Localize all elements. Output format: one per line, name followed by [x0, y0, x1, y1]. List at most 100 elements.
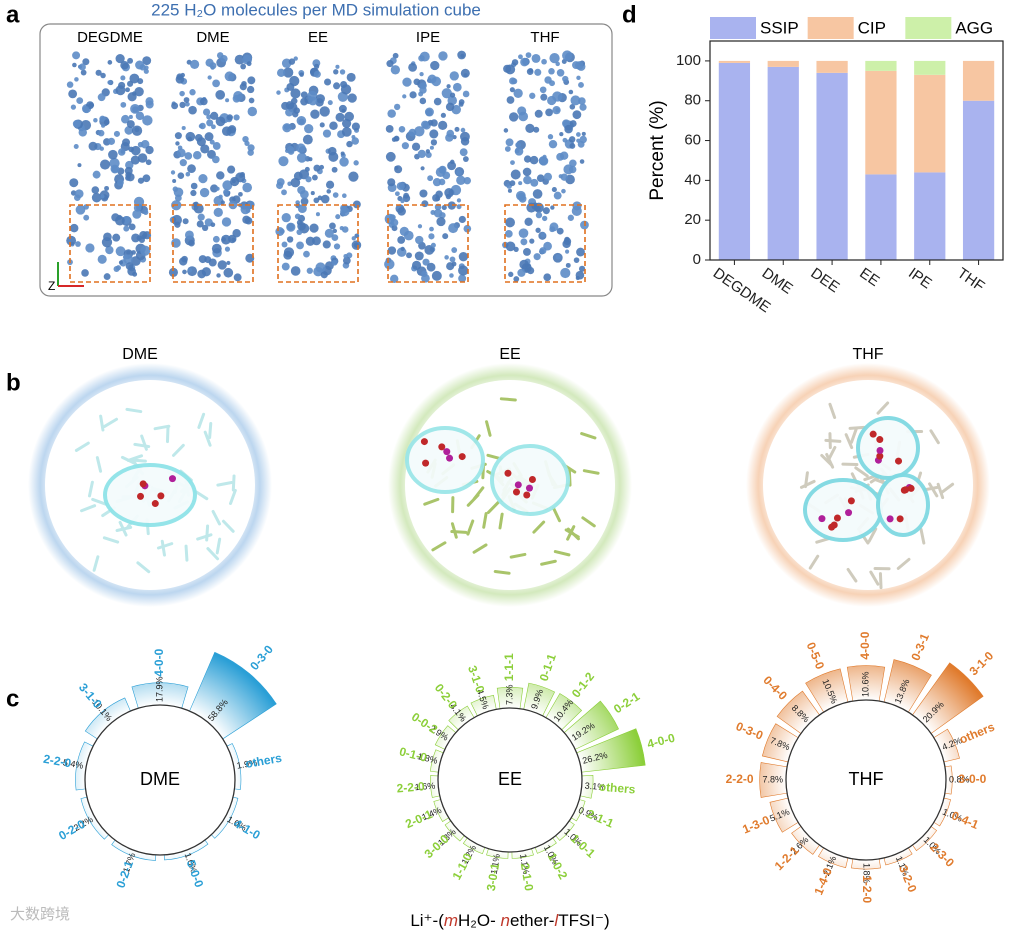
solvent-stick: [485, 420, 492, 437]
molecule: [518, 181, 523, 186]
solvent-stick: [205, 524, 210, 542]
category-label: 5-0-0: [184, 858, 207, 889]
molecule: [556, 68, 565, 77]
molecule: [116, 179, 124, 187]
molecule: [130, 103, 140, 114]
molecule: [124, 166, 133, 175]
molecule: [507, 188, 512, 193]
bar-segment: [816, 72, 848, 260]
solvent-stick: [160, 539, 166, 557]
molecule: [69, 223, 79, 233]
molecule: [400, 246, 405, 251]
molecule: [143, 68, 149, 74]
atom: [523, 491, 531, 499]
solvent-label: IPE: [416, 29, 440, 46]
molecule: [449, 71, 459, 81]
solvent-label: EE: [308, 29, 328, 46]
category-label: 0-1-0: [398, 744, 429, 765]
molecule: [459, 148, 468, 157]
molecule: [122, 138, 130, 147]
molecule: [511, 59, 519, 66]
category-label: 0-1-1: [537, 652, 559, 683]
molecule: [282, 123, 292, 133]
molecule: [294, 213, 301, 220]
molecule: [524, 217, 533, 226]
molecule: [579, 103, 587, 111]
molecule: [339, 157, 349, 167]
molecule: [331, 234, 339, 242]
molecule: [199, 97, 208, 106]
molecule: [69, 178, 79, 188]
molecule: [573, 257, 580, 263]
molecule: [556, 152, 565, 161]
molecule: [438, 166, 446, 174]
category-label: 2-0-1: [403, 807, 435, 831]
molecule: [77, 163, 82, 168]
formula-part: n: [501, 911, 510, 930]
molecule: [352, 200, 361, 209]
molecule: [306, 267, 313, 274]
molecule: [458, 252, 469, 262]
molecule: [120, 75, 126, 81]
solvent-stick: [939, 482, 955, 495]
molecule: [346, 72, 356, 82]
molecule: [233, 91, 244, 101]
molecule: [518, 228, 529, 239]
molecule: [113, 266, 120, 272]
value-label: 1.6%: [414, 781, 435, 793]
molecule: [66, 235, 77, 246]
molecule: [432, 178, 442, 187]
molecule: [523, 155, 532, 163]
molecule: [419, 189, 428, 198]
molecule: [506, 96, 515, 104]
hydration-shell: [876, 473, 930, 537]
solvent-stick: [118, 520, 128, 537]
molecule: [296, 241, 304, 250]
hub: [84, 704, 236, 856]
molecule: [449, 273, 454, 278]
molecule: [240, 63, 247, 70]
molecule: [245, 253, 255, 263]
molecule: [505, 217, 515, 228]
molecule: [143, 209, 149, 216]
molecule: [559, 131, 564, 137]
solvent-stick: [231, 474, 236, 492]
molecule: [128, 223, 136, 231]
molecule: [402, 77, 412, 87]
molecule: [540, 232, 546, 238]
molecule: [541, 58, 547, 65]
molecule: [441, 205, 447, 211]
solvent-stick: [582, 469, 600, 475]
molecule: [212, 79, 220, 88]
molecule: [95, 69, 102, 76]
molecule: [436, 217, 446, 227]
molecule: [104, 185, 110, 191]
molecule: [429, 129, 439, 139]
molecule: [247, 76, 256, 85]
panel-label: c: [6, 685, 19, 712]
molecule: [125, 262, 134, 270]
molecule: [319, 106, 330, 117]
molecule: [247, 85, 255, 94]
category-label: 2-2-0: [396, 779, 425, 795]
molecule: [107, 80, 112, 85]
molecule: [560, 173, 568, 181]
molecule: [200, 144, 210, 154]
molecule: [116, 214, 122, 220]
panel-b-title: DME: [122, 346, 158, 363]
molecule: [201, 224, 209, 232]
molecule: [207, 75, 212, 80]
x-tick-label: THF: [954, 265, 988, 296]
atom: [420, 438, 428, 446]
molecule: [286, 82, 295, 91]
molecule: [91, 192, 102, 203]
molecule: [216, 52, 224, 59]
bar-segment: [718, 62, 751, 261]
molecule: [120, 101, 127, 108]
molecule: [451, 247, 458, 253]
molecule: [400, 199, 405, 204]
molecule: [130, 155, 140, 165]
molecule: [529, 155, 539, 165]
atom: [902, 486, 910, 494]
molecule: [193, 203, 204, 214]
